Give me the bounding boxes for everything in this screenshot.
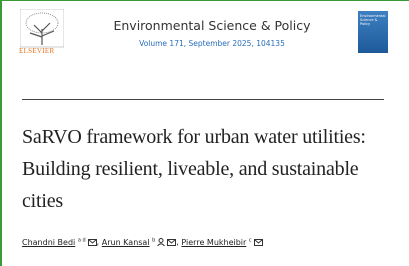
volume-info[interactable]: Volume 171, September 2025, 104135	[82, 39, 342, 48]
author-name[interactable]: Pierre Mukheibir	[181, 238, 246, 247]
divider	[22, 99, 384, 100]
publisher-name: ELSEVIER	[19, 47, 54, 55]
author[interactable]: Pierre Mukheibir c	[181, 238, 262, 247]
email-icon[interactable]	[167, 239, 176, 246]
publisher-logo	[20, 9, 64, 49]
article-title: SaRVO framework for urban water utilitie…	[22, 121, 392, 217]
email-icon[interactable]	[254, 239, 263, 246]
journal-title[interactable]: Environmental Science & Policy	[82, 18, 342, 33]
article-header: ELSEVIER Environmental Science & Policy …	[0, 0, 409, 266]
affiliation[interactable]: c	[249, 237, 252, 243]
author[interactable]: Arun Kansal b	[102, 238, 177, 247]
corresponding-icon[interactable]	[157, 238, 165, 246]
author[interactable]: Chandni Bedi a d	[22, 238, 97, 247]
author-list: Chandni Bedi a d, Arun Kansal b, Pierre …	[22, 237, 263, 247]
email-icon[interactable]	[88, 239, 97, 246]
author-name[interactable]: Chandni Bedi	[22, 238, 75, 247]
cover-title: Environmental Science & Policy	[358, 11, 388, 30]
separator: ,	[176, 238, 179, 247]
journal-cover[interactable]: Environmental Science & Policy	[358, 11, 388, 53]
separator: ,	[97, 238, 100, 247]
affiliation[interactable]: a d	[78, 237, 86, 243]
author-name[interactable]: Arun Kansal	[102, 238, 150, 247]
affiliation[interactable]: b	[152, 237, 155, 243]
